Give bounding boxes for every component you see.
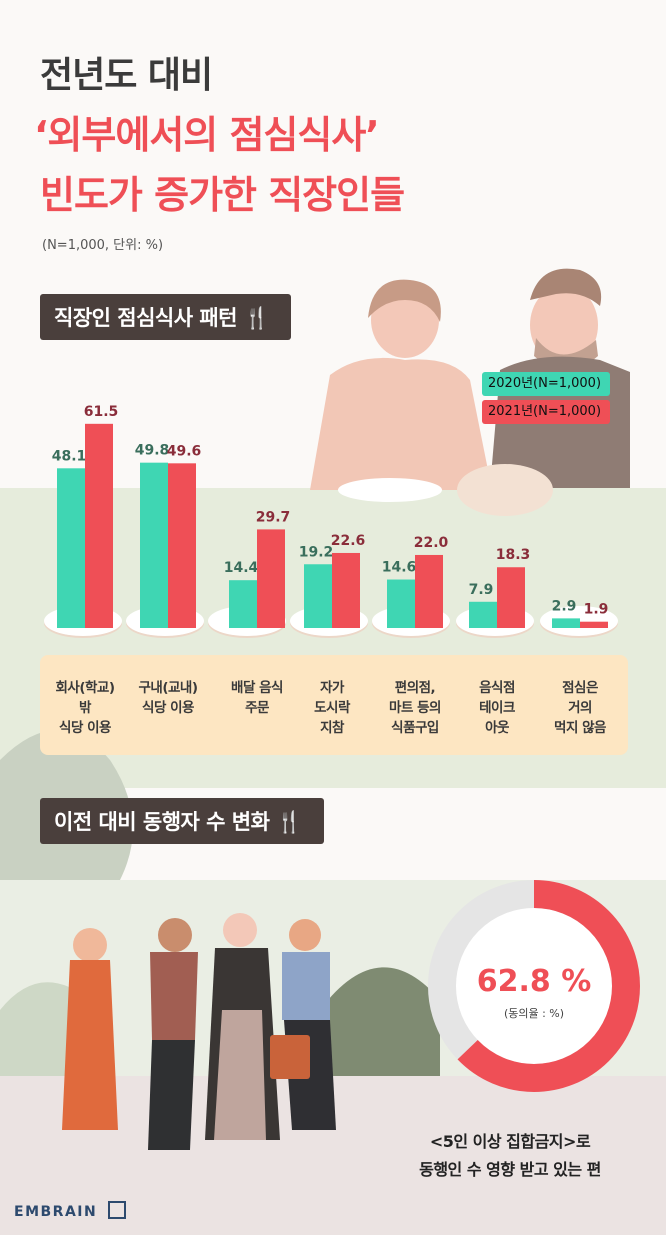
bar-2020 (552, 618, 580, 628)
section-banner-companions: 이전 대비 동행자 수 변화 🍴 (40, 798, 324, 844)
bar-2021 (168, 463, 196, 628)
category-label-line: 식당 이용 (59, 720, 111, 736)
bar-value-label: 7.9 (469, 582, 494, 598)
utensils-icon: 🍴 (243, 306, 270, 330)
bar-value-label: 48.1 (52, 448, 87, 464)
companion-donut-chart (428, 880, 640, 1092)
bar-value-label: 18.3 (496, 547, 531, 563)
bar-2020 (304, 564, 332, 628)
bar-2020 (57, 468, 85, 628)
section-banner-lunch-pattern: 직장인 점심식사 패턴 🍴 (40, 294, 292, 340)
brand-logo: EMBRAIN (14, 1201, 126, 1221)
category-label-line: 자가 (320, 680, 344, 696)
headline-line1: 전년도 대비 (40, 55, 213, 96)
category-label: 구내(교내) 식당 이용 (126, 678, 210, 718)
category-label-line: 편의점, (394, 680, 436, 696)
bar-2020 (229, 580, 257, 628)
legend-2020: 2020년(N=1,000) (482, 372, 610, 396)
bar-2021 (257, 529, 285, 628)
category-panel (40, 655, 628, 755)
bar-value-label: 22.0 (414, 535, 449, 551)
category-label-line: 음식점 (479, 680, 515, 696)
donut-slice (428, 880, 640, 1092)
bar-2021 (85, 423, 113, 628)
category-label-line: 지참 (320, 720, 344, 736)
bar-2021 (497, 567, 525, 628)
headline-line2: ‘외부에서의 점심식사’ (34, 113, 380, 157)
category-label-line: 도시락 (314, 700, 350, 716)
bar-value-label: 22.6 (331, 533, 366, 549)
section-title-companions: 이전 대비 동행자 수 변화 (54, 810, 270, 834)
unit-note: (N=1,000, 단위: %) (42, 238, 164, 253)
category-label-line: 주문 (245, 700, 269, 716)
category-label-line: 점심은 (562, 680, 598, 696)
legend-2021: 2021년(N=1,000) (482, 400, 610, 424)
category-label-line: 구내(교내) (138, 680, 198, 696)
bar-2021 (580, 621, 608, 628)
category-label-line: 먹지 않음 (554, 720, 606, 736)
bar-value-label: 29.7 (256, 509, 291, 525)
category-label-line: 거의 (568, 700, 592, 716)
bar-value-label: 14.4 (224, 560, 259, 576)
category-label-line: 식당 이용 (142, 700, 194, 716)
category-label-line: 마트 등의 (389, 700, 441, 716)
category-label-line: 밖 (79, 700, 91, 716)
footnote-line1: <5인 이상 집합금지>로 (429, 1132, 591, 1151)
utensils-icon: 🍴 (276, 810, 302, 834)
section-title-lunch-pattern: 직장인 점심식사 패턴 (54, 306, 238, 330)
bar-value-label: 61.5 (84, 404, 119, 420)
bar-2020 (140, 462, 168, 628)
bar-2020 (469, 601, 497, 628)
category-label-line: 아웃 (485, 720, 509, 736)
bar-value-label: 49.8 (135, 443, 170, 459)
bar-value-label: 14.6 (382, 560, 417, 576)
category-label-line: 식품구입 (391, 720, 439, 736)
category-label-line: 테이크 (479, 700, 515, 716)
lunch-pattern-bar-chart: 48.1 61.5 49.849.6 14.4 29.7 19.222.6 14.6 22.0… (52, 404, 609, 628)
bar-value-label: 49.6 (167, 443, 202, 459)
bar-value-label: 19.2 (299, 544, 334, 560)
bar-2020 (387, 579, 415, 628)
headline-line3: 빈도가 증가한 직장인들 (40, 173, 405, 217)
bar-value-label: 2.9 (552, 598, 577, 614)
donut-value: 62.8 % (476, 964, 592, 999)
bar-2021 (415, 554, 443, 628)
bar-value-label: 1.9 (584, 602, 609, 618)
brand-name: EMBRAIN (14, 1204, 98, 1220)
bar-2021 (332, 552, 360, 628)
category-label-line: 회사(학교) (55, 680, 115, 696)
category-label-line: 배달 음식 (231, 680, 283, 696)
donut-sublabel: (동의율 : %) (503, 1007, 565, 1020)
brand-mark-icon (107, 1201, 126, 1219)
footnote-line2: 동행인 수 영향 받고 있는 편 (419, 1160, 601, 1179)
